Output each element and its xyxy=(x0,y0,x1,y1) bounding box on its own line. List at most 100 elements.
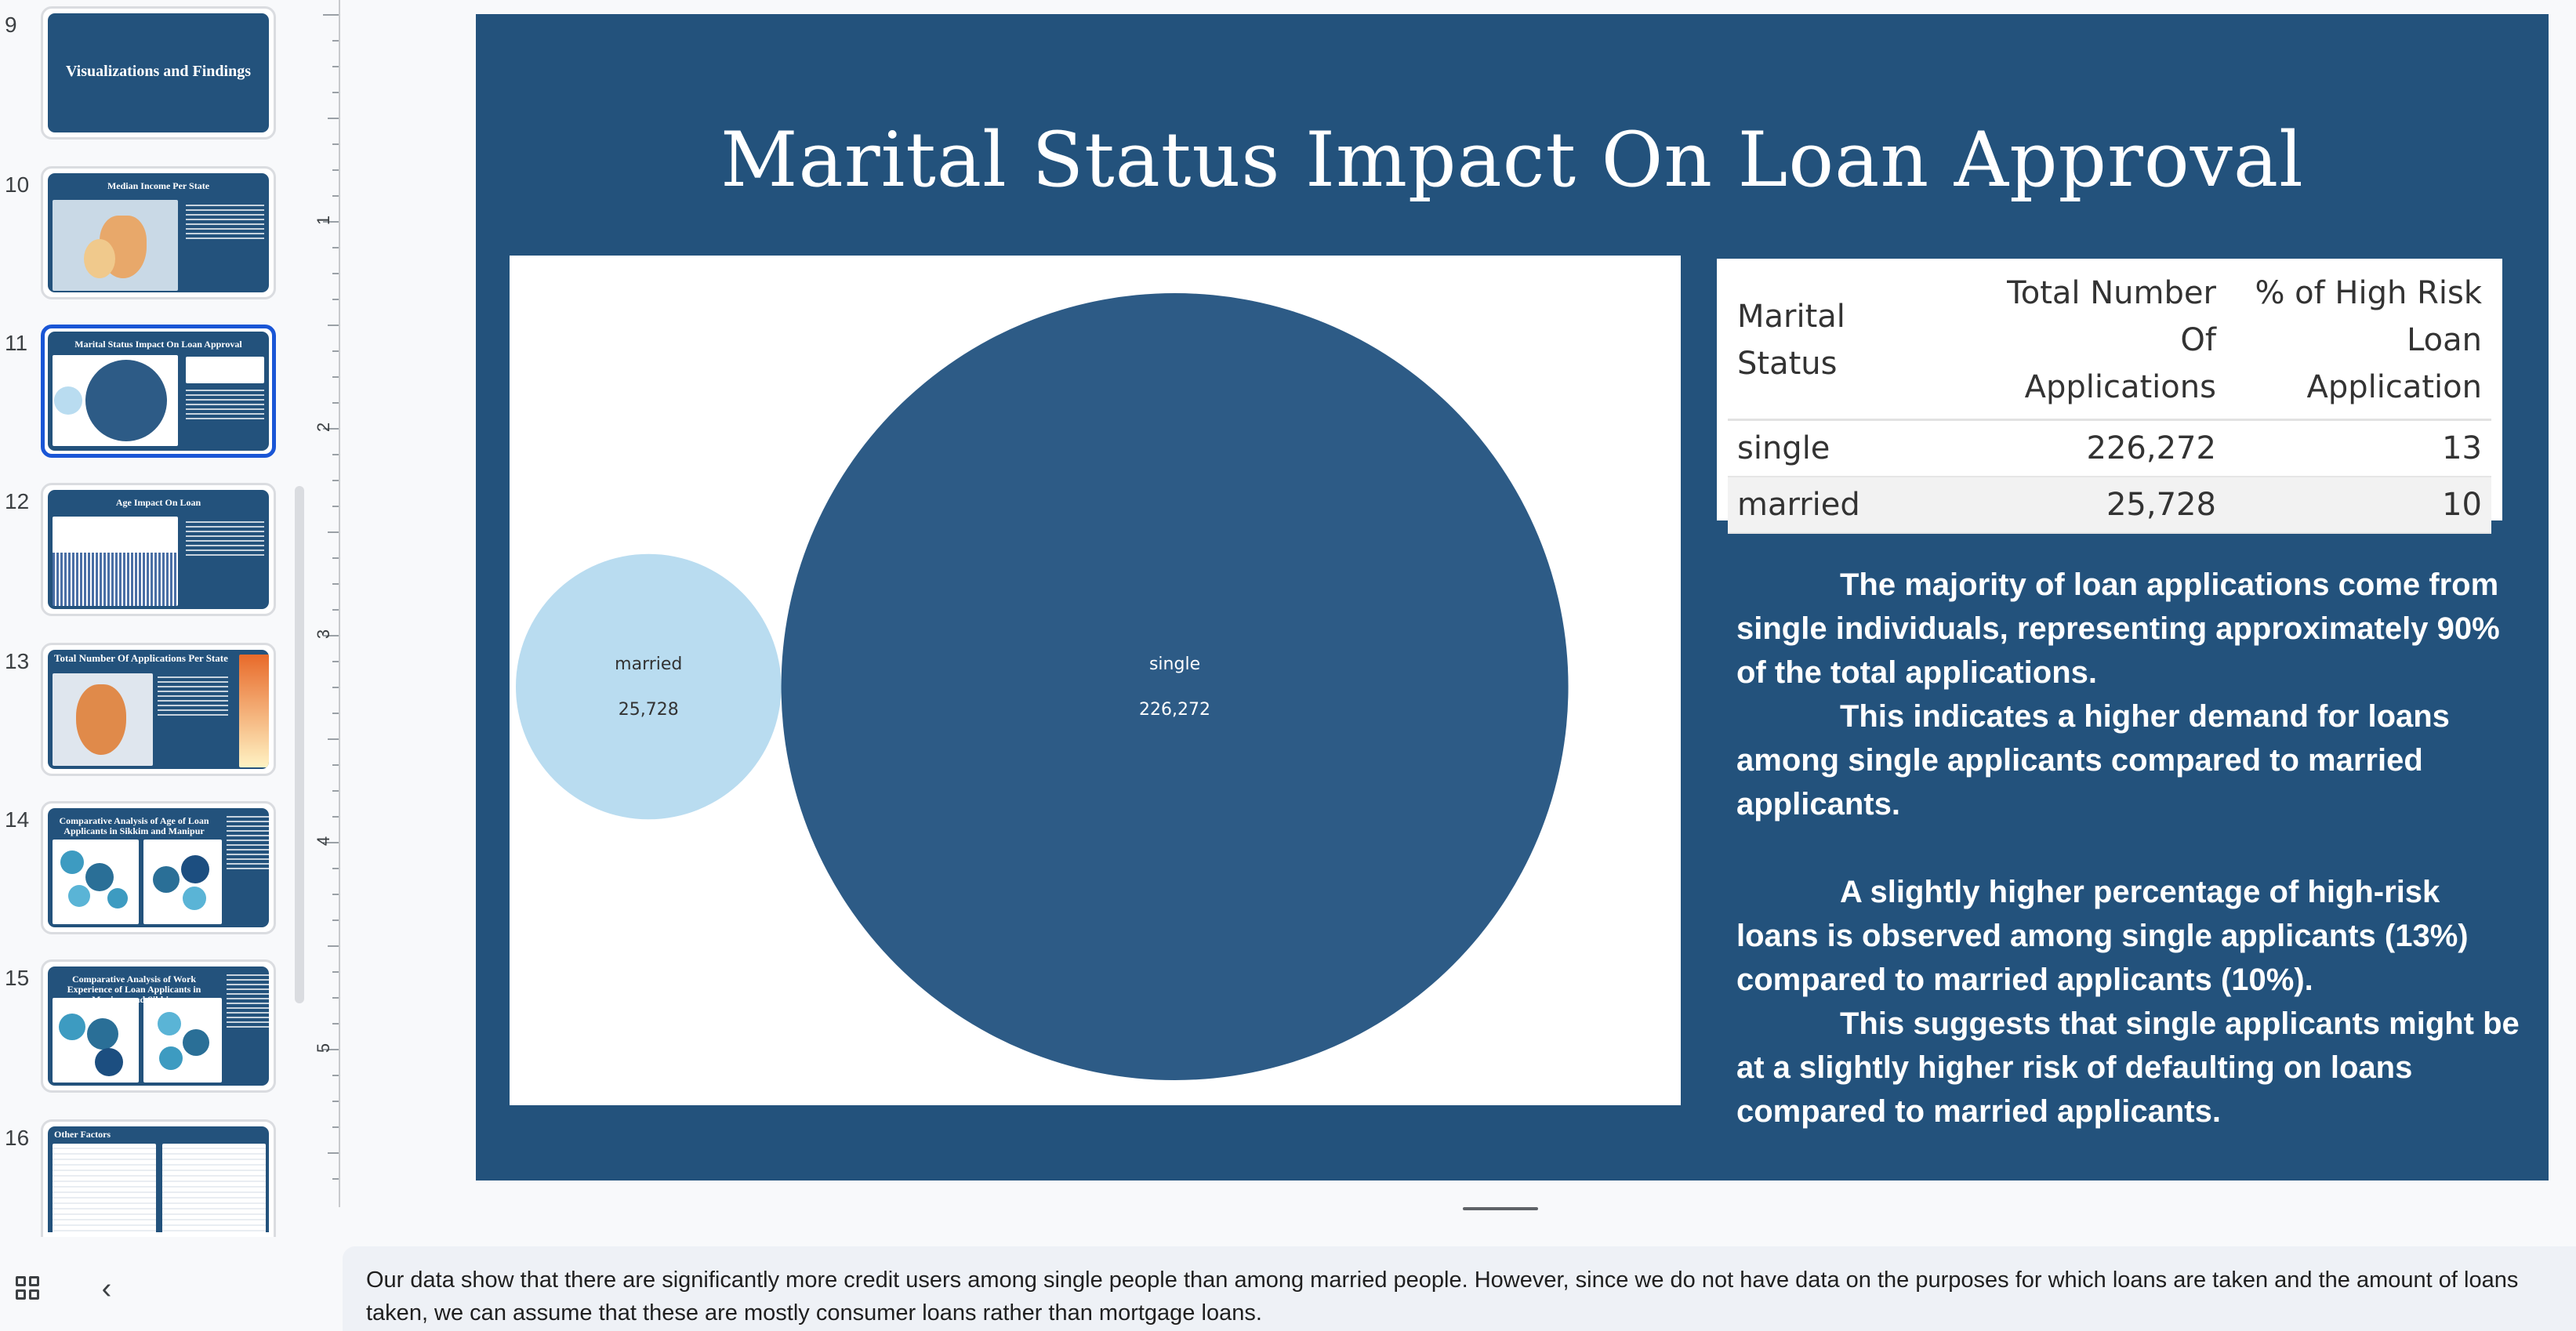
ruler-tick xyxy=(332,1178,339,1180)
ruler-number: 4 xyxy=(314,836,333,847)
ruler-tick xyxy=(328,945,339,947)
slide-number: 9 xyxy=(5,13,17,37)
ruler-tick xyxy=(332,350,339,352)
cell-pct: 10 xyxy=(2225,477,2491,534)
slide-number: 16 xyxy=(5,1126,30,1150)
table-row: married 25,728 10 xyxy=(1728,477,2491,534)
insight-paragraph: This suggests that single applicants mig… xyxy=(1736,1006,2520,1129)
slide-thumbnail-16[interactable]: Other Factors xyxy=(41,1119,276,1237)
ruler-tick xyxy=(332,583,339,585)
slide-thumbnail-15[interactable]: Comparative Analysis of Work Experience … xyxy=(41,959,276,1093)
ruler-tick xyxy=(332,40,339,42)
marital-status-table[interactable]: Marital Status Total Number Of Applicati… xyxy=(1717,259,2502,534)
ruler-tick xyxy=(323,842,339,843)
insight-paragraph: The majority of loan applications come f… xyxy=(1736,568,2500,690)
speaker-notes-text: Our data show that there are significant… xyxy=(366,1268,2519,1326)
table-row: single 226,272 13 xyxy=(1728,419,2491,477)
insights-text-box[interactable]: The majority of loan applications come f… xyxy=(1736,563,2528,1133)
ruler-tick xyxy=(332,1101,339,1102)
slide-thumbnail-9[interactable]: Visualizations and Findings xyxy=(41,6,276,140)
header-text: Total Number Of Applications xyxy=(2007,275,2216,405)
ruler-tick xyxy=(323,221,339,223)
thumbnail-title: Other Factors xyxy=(54,1129,111,1140)
thumbnail-table-right xyxy=(162,1144,266,1232)
thumbnail-text-lines xyxy=(186,205,264,242)
thumbnail-row-10: 10 Median Income Per State xyxy=(0,166,310,307)
thumbnail-text-lines xyxy=(227,816,269,872)
ruler-tick xyxy=(332,919,339,921)
ruler-tick xyxy=(332,143,339,145)
slide-thumbnail-14[interactable]: Comparative Analysis of Age of Loan Appl… xyxy=(41,801,276,934)
ruler-tick xyxy=(323,428,339,430)
thumbnail-title: Age Impact On Loan xyxy=(115,497,201,508)
table-header-high-risk-pct: % of High Risk Loan Application xyxy=(2225,262,2491,421)
thumbnail-chart xyxy=(53,355,178,446)
bubble-label: married xyxy=(615,655,682,674)
ruler-tick xyxy=(332,92,339,93)
ruler-tick xyxy=(332,894,339,895)
thumbnail-row-11: 11 Marital Status Impact On Loan Approva… xyxy=(0,325,310,466)
insight-paragraph: A slightly higher percentage of high-ris… xyxy=(1736,875,2469,997)
ruler-number: 5 xyxy=(314,1043,333,1054)
thumbnail-chart-right xyxy=(143,998,222,1083)
slide-number: 13 xyxy=(5,649,30,673)
bubble-chart-panel[interactable]: married 25,728 single 226,272 xyxy=(510,256,1681,1105)
thumbnail-row-9: 9 Visualizations and Findings xyxy=(0,6,310,147)
slide-number: 11 xyxy=(5,331,28,355)
ruler-number: 2 xyxy=(314,422,333,433)
ruler-tick xyxy=(332,713,339,714)
thumbnail-row-16: 16 Other Factors xyxy=(0,1119,310,1260)
ruler-tick xyxy=(332,997,339,999)
header-text: % of High Risk Loan Application xyxy=(2255,275,2482,405)
ruler-tick xyxy=(332,247,339,248)
thumbnail-title: Comparative Analysis of Work Experience … xyxy=(67,974,201,1005)
ruler-tick xyxy=(323,635,339,636)
ruler-tick xyxy=(332,299,339,300)
thumbnail-map xyxy=(53,673,153,766)
chevron-left-icon[interactable]: ‹ xyxy=(101,1272,112,1305)
ruler-tick xyxy=(328,738,339,740)
slide-title[interactable]: Marital Status Impact On Loan Approval xyxy=(720,116,2304,204)
ruler-tick xyxy=(332,454,339,455)
ruler-tick xyxy=(332,195,339,197)
thumbnail-row-12: 12 Age Impact On Loan xyxy=(0,483,310,624)
ruler-tick xyxy=(332,790,339,792)
ruler-tick xyxy=(328,118,339,119)
thumbnail-table xyxy=(186,357,264,383)
slide-thumbnail-13[interactable]: Total Number Of Applications Per State xyxy=(41,643,276,776)
notes-resize-handle[interactable] xyxy=(1463,1207,1538,1210)
ruler-tick xyxy=(332,1126,339,1128)
ruler-tick xyxy=(332,66,339,67)
grid-view-icon[interactable] xyxy=(14,1275,42,1303)
thumbnail-map xyxy=(53,200,178,291)
ruler-tick xyxy=(332,169,339,171)
slide-thumbnail-12[interactable]: Age Impact On Loan xyxy=(41,483,276,616)
slide-canvas[interactable]: Marital Status Impact On Loan Approval m… xyxy=(476,14,2549,1180)
slide-thumbnail-10[interactable]: Median Income Per State xyxy=(41,166,276,299)
ruler-tick xyxy=(328,1152,339,1154)
ruler-number: 3 xyxy=(314,629,333,640)
ruler-tick xyxy=(332,506,339,507)
bubble-label: single xyxy=(1149,655,1200,674)
ruler-tick xyxy=(332,816,339,818)
thumbnail-title: Marital Status Impact On Loan Approval xyxy=(74,339,242,350)
slide-number: 15 xyxy=(5,966,30,990)
thumbnail-row-13: 13 Total Number Of Applications Per Stat… xyxy=(0,643,310,784)
table-header-marital-status: Marital Status xyxy=(1728,262,1954,421)
ruler-tick xyxy=(323,14,339,16)
thumbnail-chart-right xyxy=(143,840,222,924)
ruler-tick xyxy=(332,402,339,404)
slide-thumbnail-11[interactable]: Marital Status Impact On Loan Approval xyxy=(41,325,276,458)
cell-marital-status: married xyxy=(1728,477,1954,534)
cell-total: 25,728 xyxy=(1954,477,2226,534)
cell-total: 226,272 xyxy=(1954,419,2226,477)
bubble-chart: married 25,728 single 226,272 xyxy=(516,293,1569,1080)
ruler-tick xyxy=(332,376,339,378)
ruler-tick xyxy=(332,868,339,869)
cell-pct: 13 xyxy=(2225,419,2491,477)
speaker-notes[interactable]: Our data show that there are significant… xyxy=(343,1246,2576,1331)
bubble-married[interactable] xyxy=(516,553,782,820)
bubble-single[interactable] xyxy=(781,293,1569,1080)
slide-number: 14 xyxy=(5,807,30,832)
thumbnail-scrollbar[interactable] xyxy=(295,486,304,1003)
